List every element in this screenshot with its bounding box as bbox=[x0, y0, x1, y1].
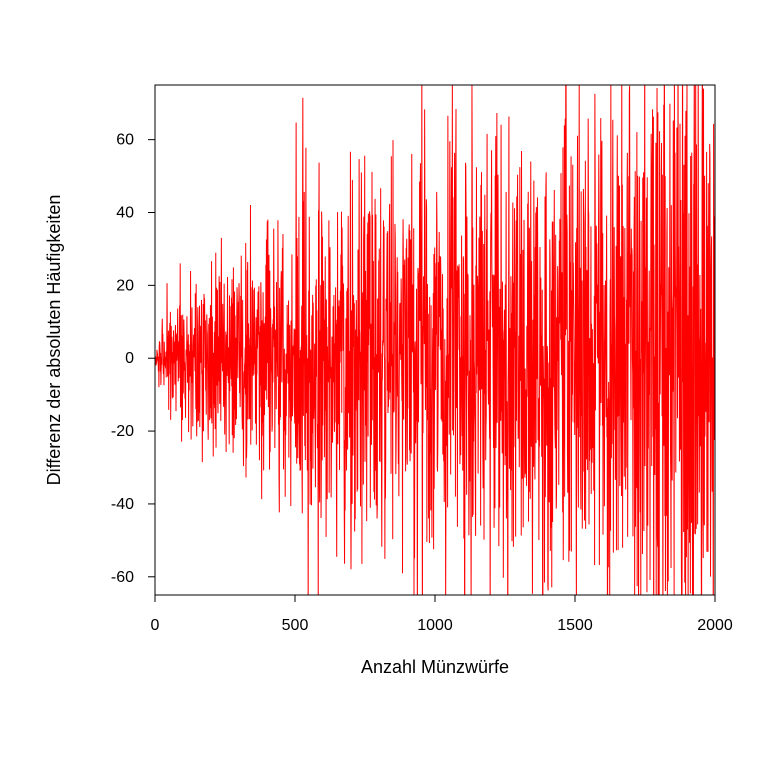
y-tick-label: 60 bbox=[116, 132, 134, 149]
y-tick-label: 40 bbox=[116, 205, 134, 222]
chart-svg: 0 500 1000 1500 2000 -60 -40 -20 0 20 40 60 Anzahl M… bbox=[0, 0, 768, 768]
y-tick-label: -60 bbox=[111, 569, 134, 586]
y-tick-label: -20 bbox=[111, 423, 134, 440]
y-tick-label: 0 bbox=[125, 350, 134, 367]
x-tick-label: 500 bbox=[282, 617, 309, 634]
chart-container: 0 500 1000 1500 2000 -60 -40 -20 0 20 40 60 Anzahl M… bbox=[0, 0, 768, 768]
y-axis-label: Differenz der absoluten Häufigkeiten bbox=[44, 195, 64, 486]
x-axis-label: Anzahl Münzwürfe bbox=[361, 657, 509, 677]
x-tick-label: 1000 bbox=[417, 617, 453, 634]
x-tick-label: 2000 bbox=[697, 617, 733, 634]
y-tick-label: -40 bbox=[111, 496, 134, 513]
y-tick-label: 20 bbox=[116, 277, 134, 294]
x-tick-label: 0 bbox=[151, 617, 160, 634]
x-tick-label: 1500 bbox=[557, 617, 593, 634]
